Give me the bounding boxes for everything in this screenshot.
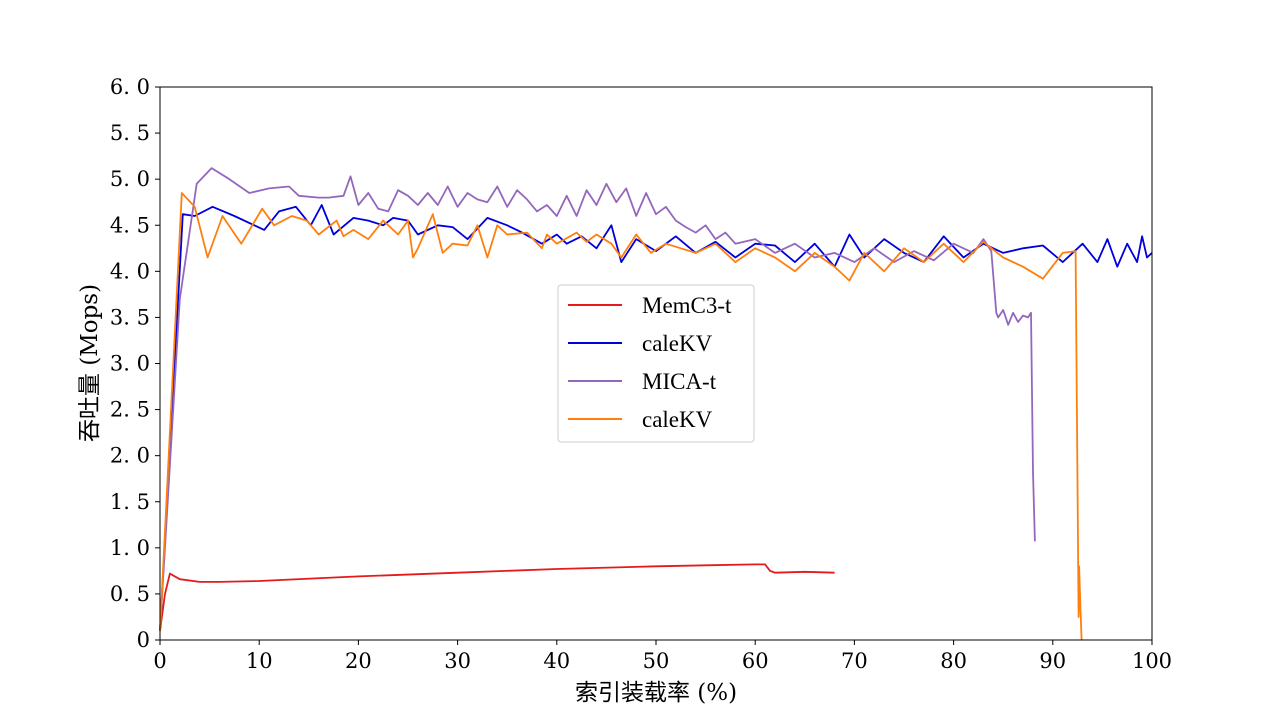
y-tick-label: 5. 0 xyxy=(110,167,150,191)
x-axis: 0 10 20 30 40 50 60 70 80 90 100 xyxy=(153,640,1172,673)
x-tick-label: 50 xyxy=(643,649,670,673)
legend-box xyxy=(557,284,755,443)
x-tick-label: 60 xyxy=(742,649,769,673)
x-tick-label: 0 xyxy=(153,649,166,673)
legend-label: MICA-t xyxy=(642,369,717,394)
series-line-2 xyxy=(159,204,1153,631)
y-tick-label: 3. 0 xyxy=(110,352,150,376)
x-tick-label: 70 xyxy=(841,649,868,673)
y-tick-label: 5. 5 xyxy=(110,121,150,145)
y-tick-label: 6. 0 xyxy=(110,75,150,99)
series-layer xyxy=(159,167,1153,641)
y-tick-label: 4. 5 xyxy=(110,213,150,237)
y-tick-label: 0. 5 xyxy=(110,582,150,606)
series-line-1 xyxy=(159,563,835,631)
y-tick-label: 0 xyxy=(137,628,150,652)
series-line-4 xyxy=(159,192,1083,641)
x-tick-label: 10 xyxy=(246,649,273,673)
y-tick-label: 1. 5 xyxy=(110,490,150,514)
y-axis: 0 0. 5 1. 0 1. 5 2. 0 2. 5 3. 0 3. 5 4. 0 4. 5 5. … xyxy=(110,75,160,652)
legend: MemC3-t caleKV MICA-t caleKV xyxy=(557,284,755,443)
y-tick-label: 4. 0 xyxy=(110,259,150,283)
y-tick-label: 2. 0 xyxy=(110,444,150,468)
legend-label: caleKV xyxy=(642,407,713,432)
y-tick-label: 1. 0 xyxy=(110,536,150,560)
y-tick-label: 3. 5 xyxy=(110,305,150,329)
x-tick-label: 80 xyxy=(940,649,967,673)
legend-label: caleKV xyxy=(642,331,713,356)
x-tick-label: 90 xyxy=(1039,649,1066,673)
x-tick-label: 30 xyxy=(444,649,471,673)
x-tick-label: 40 xyxy=(543,649,570,673)
series-line-3 xyxy=(159,167,1036,631)
x-tick-label: 100 xyxy=(1132,649,1172,673)
y-axis-label: 吞吐量 (Mops) xyxy=(77,284,103,442)
x-axis-label: 索引装载率 (%) xyxy=(575,680,737,706)
x-tick-label: 20 xyxy=(345,649,372,673)
y-tick-label: 2. 5 xyxy=(110,398,150,422)
legend-label: MemC3-t xyxy=(642,293,732,318)
